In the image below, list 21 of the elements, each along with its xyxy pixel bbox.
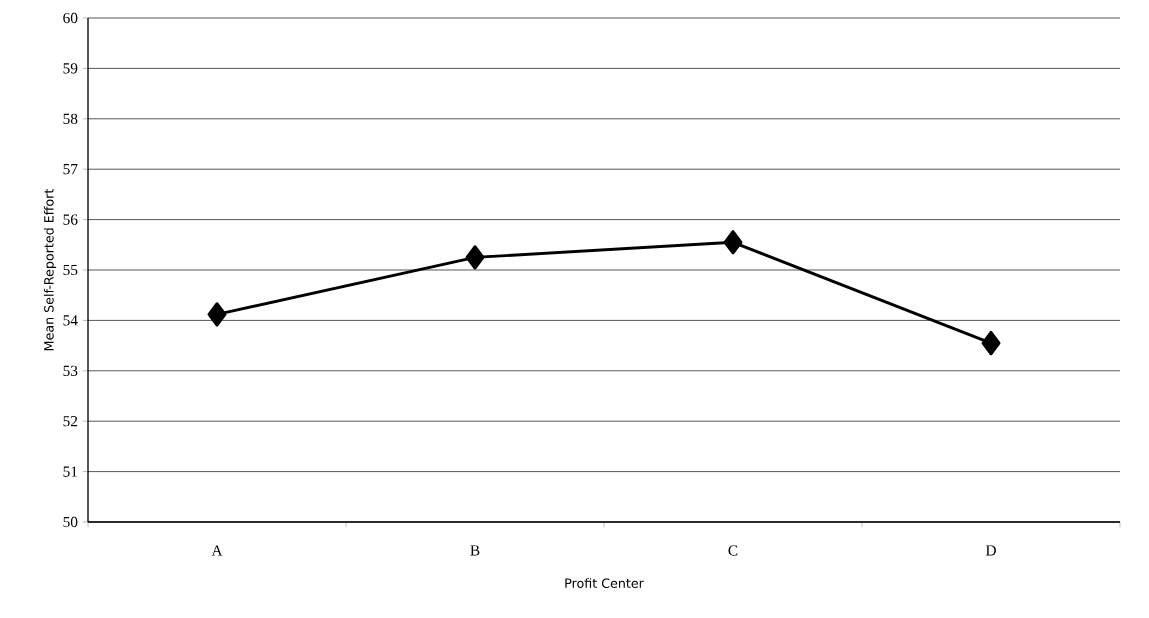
y-tick-label: 54 <box>63 315 78 326</box>
x-axis-title: Profit Center <box>565 578 644 588</box>
y-tick-label: 56 <box>63 214 78 225</box>
point <box>465 245 485 270</box>
y-tick-label: 52 <box>63 416 78 427</box>
y-tick-label: 59 <box>63 63 78 74</box>
y-tick-label: 53 <box>63 365 78 376</box>
y-tick-label: 60 <box>63 12 78 24</box>
point <box>207 302 227 327</box>
y-tick-label: 58 <box>63 113 78 124</box>
x-tick-label: D <box>985 545 996 556</box>
point <box>723 230 743 255</box>
x-tick-label: A <box>211 545 223 556</box>
y-tick-label: 57 <box>63 164 78 175</box>
x-tick-label: B <box>470 545 480 556</box>
x-tick-label: C <box>728 545 738 556</box>
y-axis-title: Mean Self-Reported Effort <box>43 188 57 351</box>
y-tick-label: 51 <box>63 466 78 477</box>
y-tick-label: 55 <box>63 264 78 276</box>
point <box>981 330 1001 356</box>
y-tick-label: 50 <box>63 516 78 528</box>
